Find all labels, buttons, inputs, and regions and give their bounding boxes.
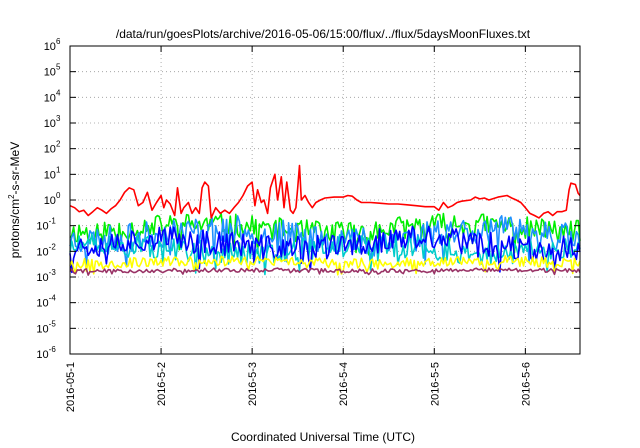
y-tick-label-base: 10 — [44, 92, 56, 104]
series-line — [69, 225, 581, 274]
y-tick-label: 106 — [44, 37, 61, 53]
x-tick-label: 2016-5-5 — [429, 362, 441, 406]
y-tick-label-exp: 6 — [56, 37, 61, 46]
y-tick-label: 10-6 — [36, 345, 56, 361]
y-tick-label-exp: -2 — [49, 242, 57, 251]
x-tick-label: 2016-5-2 — [156, 362, 168, 406]
x-tick-label: 2016-5-6 — [520, 362, 532, 406]
y-tick-label-base: 10 — [36, 272, 48, 284]
series-line — [69, 255, 581, 276]
y-tick-label-exp: 3 — [56, 114, 61, 123]
axis-ticks — [69, 45, 580, 355]
grid-lines — [70, 46, 580, 354]
y-tick-label-base: 10 — [44, 144, 56, 156]
x-tick-label: 2016-05-1 — [65, 362, 77, 412]
y-tick-label-base: 10 — [44, 41, 56, 53]
y-tick-label-exp: -6 — [49, 345, 57, 354]
y-tick-label: 10-5 — [36, 319, 56, 335]
y-tick-labels: 10-610-510-410-310-210-11001011021031041… — [36, 37, 61, 361]
y-tick-label: 10-3 — [36, 268, 56, 284]
y-tick-label-base: 10 — [44, 67, 56, 79]
y-tick-label-exp: 1 — [56, 165, 61, 174]
series-line — [69, 212, 581, 256]
y-tick-label: 100 — [44, 191, 61, 207]
y-axis-label-sup: 2 — [7, 194, 16, 199]
y-tick-label: 10-1 — [36, 217, 56, 233]
y-tick-label: 105 — [44, 63, 61, 79]
series-line — [69, 267, 581, 276]
y-tick-label-exp: 4 — [56, 88, 61, 97]
y-axis-label: protons/cm2-s-sr-MeV — [7, 142, 22, 258]
y-tick-label-base: 10 — [36, 221, 48, 233]
y-tick-label-base: 10 — [44, 195, 56, 207]
x-tick-labels: 2016-05-1 2016-5-2 2016-5-3 2016-5-4 2016-5-… — [65, 362, 532, 412]
x-tick-label: 2016-5-3 — [247, 362, 259, 406]
x-axis-label: Coordinated Universal Time (UTC) — [231, 430, 415, 444]
y-tick-label-exp: -4 — [49, 294, 57, 303]
y-tick-label-base: 10 — [36, 349, 48, 361]
y-tick-label: 10-2 — [36, 242, 56, 258]
series-line — [69, 164, 581, 219]
series-group — [69, 164, 581, 276]
y-tick-label-base: 10 — [36, 323, 48, 335]
y-tick-label-exp: 2 — [56, 140, 61, 149]
y-axis-label-rest: -s-sr-MeV — [8, 142, 22, 195]
y-tick-label-exp: -5 — [49, 319, 57, 328]
y-axis-label-base: protons/cm — [8, 199, 22, 258]
y-tick-label: 102 — [44, 140, 61, 156]
y-tick-label-exp: 5 — [56, 63, 61, 72]
y-tick-label: 103 — [44, 114, 61, 130]
x-tick-label: 2016-5-4 — [338, 362, 350, 406]
y-tick-label-base: 10 — [36, 298, 48, 310]
y-tick-label-exp: -1 — [49, 217, 57, 226]
y-tick-label: 101 — [44, 165, 61, 181]
y-tick-label-exp: 0 — [56, 191, 61, 200]
chart-title: /data/run/goesPlots/archive/2016-05-06/1… — [116, 27, 531, 41]
y-tick-label: 104 — [44, 88, 61, 104]
y-tick-label-base: 10 — [44, 169, 56, 181]
y-tick-label-exp: -3 — [49, 268, 57, 277]
y-tick-label-base: 10 — [36, 246, 48, 258]
y-tick-label: 10-4 — [36, 294, 56, 310]
y-tick-label-base: 10 — [44, 118, 56, 130]
